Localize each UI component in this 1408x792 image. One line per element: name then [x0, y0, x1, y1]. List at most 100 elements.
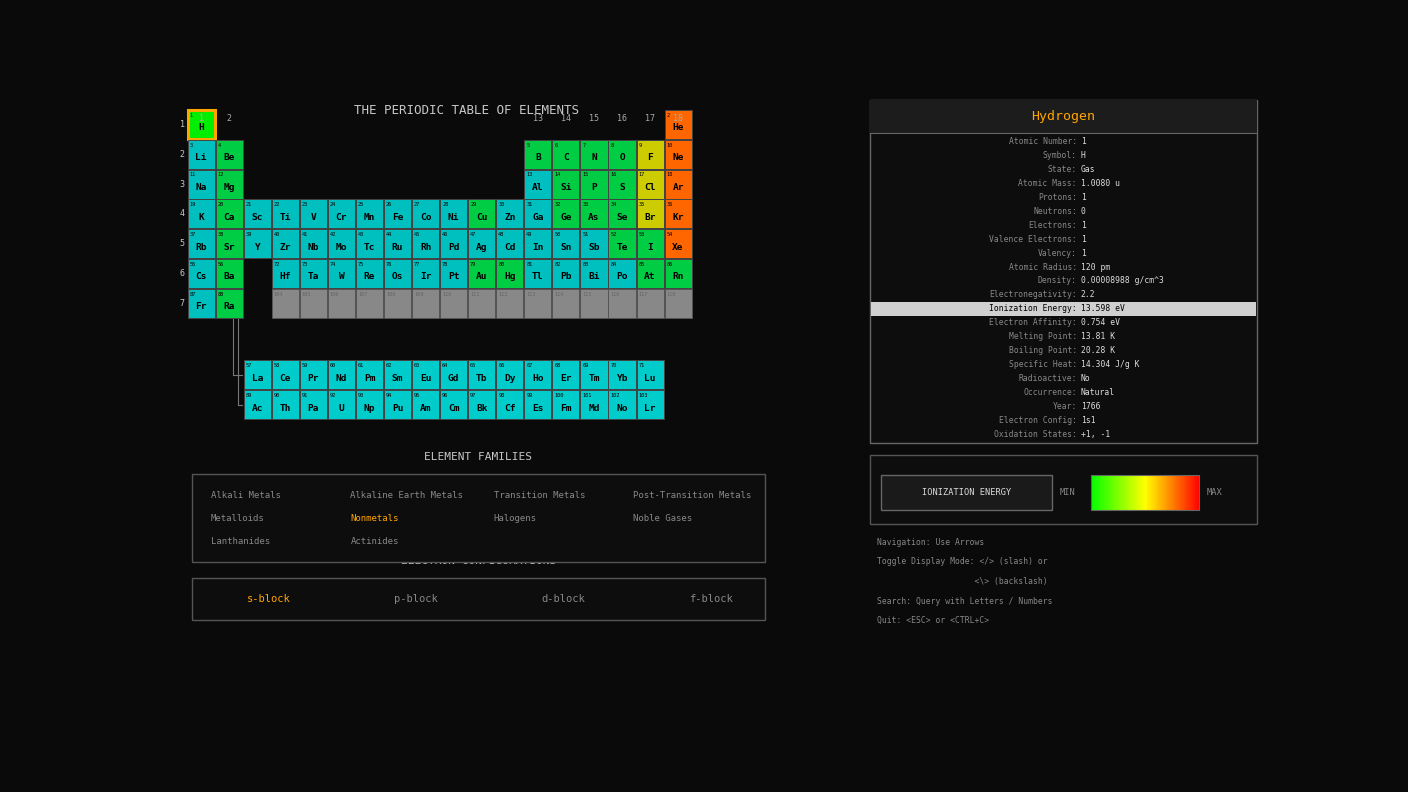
- Text: 102: 102: [611, 393, 620, 398]
- Text: Ac: Ac: [252, 404, 263, 413]
- Bar: [881, 475, 1052, 510]
- Bar: [469, 390, 496, 419]
- Bar: [665, 229, 691, 258]
- Text: Fr: Fr: [196, 303, 207, 311]
- Bar: [215, 200, 242, 228]
- Text: Rb: Rb: [196, 242, 207, 252]
- Bar: [580, 390, 607, 419]
- Bar: [524, 259, 552, 288]
- Text: Fm: Fm: [560, 404, 572, 413]
- Text: As: As: [589, 213, 600, 222]
- Text: p-block: p-block: [394, 594, 438, 604]
- Text: Db: Db: [308, 303, 320, 311]
- Text: Si: Si: [560, 183, 572, 192]
- Text: 42: 42: [329, 232, 337, 237]
- Bar: [356, 200, 383, 228]
- Text: Boiling Point:: Boiling Point:: [1008, 346, 1077, 355]
- Text: 92: 92: [329, 393, 337, 398]
- Bar: [187, 200, 215, 228]
- Text: Cf: Cf: [504, 404, 515, 413]
- Bar: [469, 360, 496, 389]
- Text: 2.2: 2.2: [1081, 291, 1095, 299]
- Text: Sr: Sr: [224, 242, 235, 252]
- Text: Ba: Ba: [224, 272, 235, 281]
- Text: 37: 37: [190, 232, 196, 237]
- Text: 32: 32: [555, 202, 560, 208]
- Text: 14.304 J/g K: 14.304 J/g K: [1081, 360, 1139, 369]
- Text: 88: 88: [218, 291, 224, 296]
- Text: Cm: Cm: [448, 404, 459, 413]
- Bar: [496, 259, 524, 288]
- Bar: [580, 229, 607, 258]
- Bar: [413, 259, 439, 288]
- Text: 11: 11: [190, 173, 196, 177]
- Text: Br: Br: [645, 213, 656, 222]
- Bar: [244, 360, 270, 389]
- Bar: [608, 390, 635, 419]
- Text: 56: 56: [218, 261, 224, 267]
- Text: Tm: Tm: [589, 374, 600, 383]
- Text: Ho: Ho: [532, 374, 543, 383]
- Bar: [636, 200, 663, 228]
- Text: Nh: Nh: [532, 303, 543, 311]
- Text: 111: 111: [470, 291, 480, 296]
- Text: 21: 21: [245, 202, 252, 208]
- Text: Co: Co: [420, 213, 431, 222]
- Text: f-block: f-block: [689, 594, 732, 604]
- Text: Hs: Hs: [391, 303, 403, 311]
- Bar: [496, 390, 524, 419]
- Text: 57: 57: [245, 363, 252, 368]
- Text: Density:: Density:: [1038, 276, 1077, 285]
- Bar: [496, 229, 524, 258]
- Text: 25: 25: [358, 202, 365, 208]
- Text: O: O: [620, 154, 625, 162]
- Text: Melting Point:: Melting Point:: [1008, 332, 1077, 341]
- Bar: [608, 259, 635, 288]
- Text: 36: 36: [666, 202, 673, 208]
- Bar: [215, 140, 242, 169]
- Text: 26: 26: [386, 202, 393, 208]
- Text: d-block: d-block: [542, 594, 586, 604]
- Text: 34: 34: [611, 202, 617, 208]
- Text: 86: 86: [666, 261, 673, 267]
- Text: Pu: Pu: [391, 404, 403, 413]
- Text: 90: 90: [273, 393, 280, 398]
- Text: Pb: Pb: [560, 272, 572, 281]
- Text: 16: 16: [611, 173, 617, 177]
- Text: MAX: MAX: [1207, 488, 1222, 497]
- Text: Am: Am: [420, 404, 431, 413]
- Text: Og: Og: [673, 303, 684, 311]
- Text: 52: 52: [611, 232, 617, 237]
- Text: Oxidation States:: Oxidation States:: [994, 430, 1077, 439]
- Text: Bh: Bh: [363, 303, 376, 311]
- Text: Cd: Cd: [504, 242, 515, 252]
- Text: 29: 29: [470, 202, 476, 208]
- Bar: [552, 229, 580, 258]
- Bar: [187, 140, 215, 169]
- Text: 53: 53: [638, 232, 645, 237]
- Bar: [384, 289, 411, 318]
- Text: 2: 2: [666, 112, 670, 118]
- Text: 44: 44: [386, 232, 393, 237]
- Text: Atomic Mass:: Atomic Mass:: [1018, 179, 1077, 188]
- Bar: [552, 200, 580, 228]
- Text: 60: 60: [329, 363, 337, 368]
- Text: Mg: Mg: [224, 183, 235, 192]
- Text: P: P: [591, 183, 597, 192]
- Bar: [608, 140, 635, 169]
- Bar: [636, 229, 663, 258]
- Text: Sm: Sm: [391, 374, 403, 383]
- Text: Os: Os: [391, 272, 403, 281]
- Text: 98: 98: [498, 393, 504, 398]
- Text: Noble Gases: Noble Gases: [634, 514, 693, 523]
- Text: 100: 100: [555, 393, 563, 398]
- Text: Tb: Tb: [476, 374, 487, 383]
- Text: 77: 77: [414, 261, 420, 267]
- Text: 97: 97: [470, 393, 476, 398]
- Text: 82: 82: [555, 261, 560, 267]
- Text: 9: 9: [638, 143, 642, 147]
- Bar: [300, 229, 327, 258]
- Text: 113: 113: [527, 291, 535, 296]
- Bar: [580, 140, 607, 169]
- Text: 6: 6: [555, 143, 558, 147]
